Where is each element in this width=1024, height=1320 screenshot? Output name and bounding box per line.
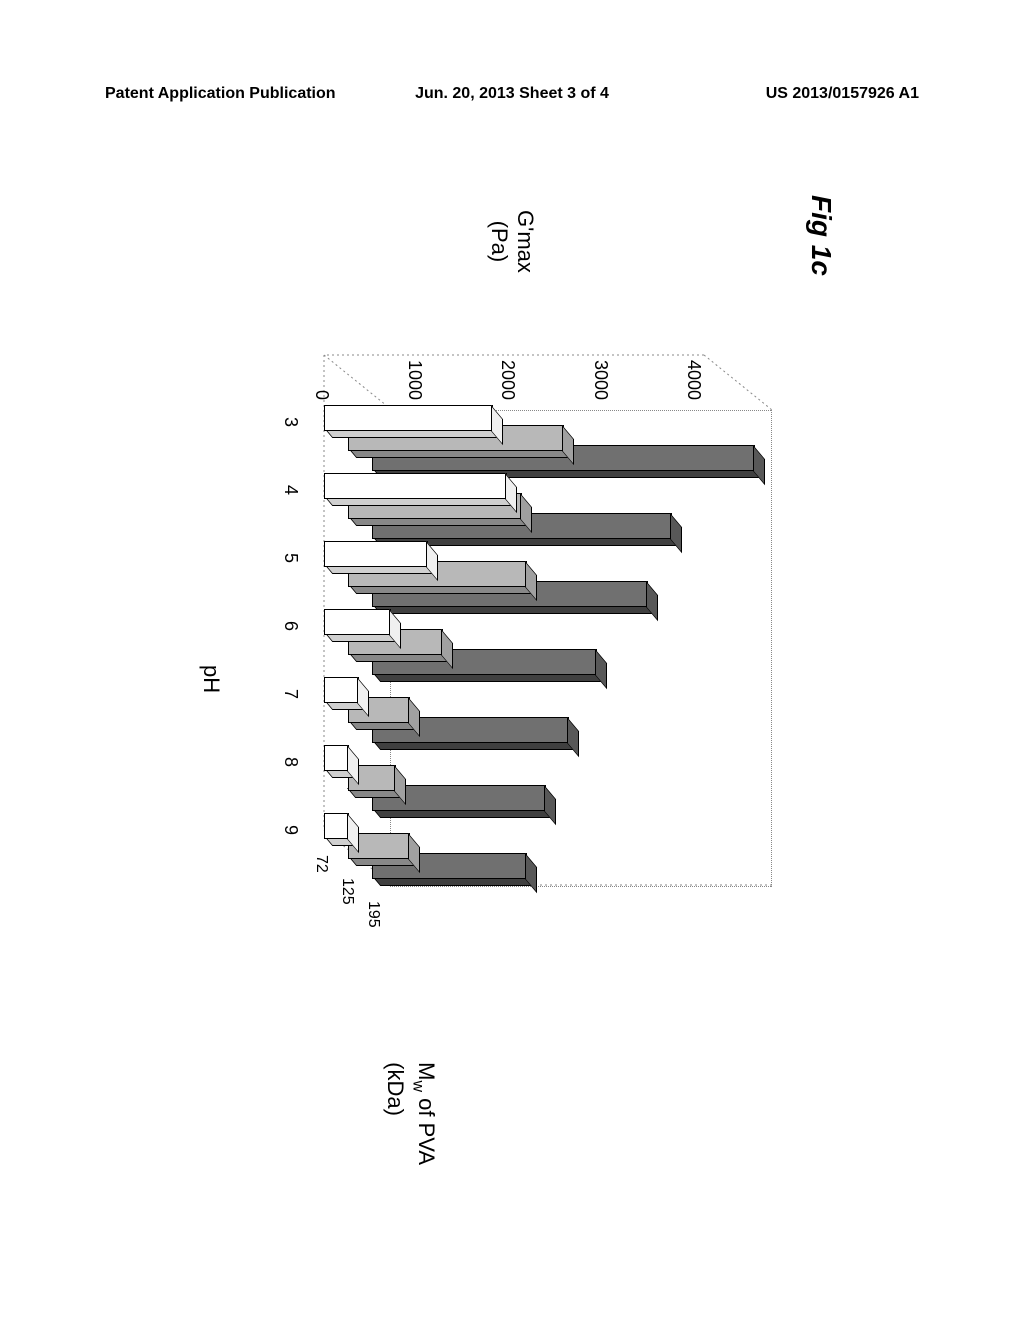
header-right: US 2013/0157926 A1 — [766, 85, 919, 103]
z-axis-label-line1: Mw of PVA — [414, 1062, 439, 1165]
bar — [324, 609, 389, 633]
bar-face — [324, 609, 391, 635]
bar-face — [324, 405, 493, 431]
bar-top — [753, 445, 765, 485]
bar-top — [646, 581, 658, 621]
bar — [324, 813, 347, 837]
bar-face — [324, 541, 428, 567]
bar-face — [324, 677, 359, 703]
bar — [324, 541, 426, 565]
x-axis-label: pH — [198, 665, 224, 693]
z-axis-label: Mw of PVA (kDa) — [382, 1062, 439, 1165]
bar-top — [670, 513, 682, 553]
bar-face — [324, 813, 349, 839]
chart-3d-bar: Fig 1c G'max (Pa) Mw of PVA (kDa) pH 0 — [202, 195, 822, 1125]
bar-top — [544, 785, 556, 825]
figure-label: Fig 1c — [805, 195, 837, 276]
bar-face — [324, 745, 349, 771]
header-center: Jun. 20, 2013 Sheet 3 of 4 — [415, 85, 609, 103]
bar-top — [567, 717, 579, 757]
y-axis-label-line2: (Pa) — [487, 221, 512, 263]
y-axis-label: G'max (Pa) — [486, 210, 538, 273]
header-left: Patent Application Publication — [105, 85, 336, 103]
bar — [324, 405, 491, 429]
y-axis-label-line1: G'max — [513, 210, 538, 273]
z-axis-label-line2: (kDa) — [383, 1062, 408, 1116]
chart-plot-area: 0 1000 2000 3000 4000 3 4 5 6 7 8 9 72 1… — [242, 345, 782, 1045]
bar-top — [525, 853, 537, 893]
bar-face — [324, 473, 507, 499]
bar — [324, 677, 357, 701]
bar — [324, 473, 505, 497]
bars-container — [242, 345, 782, 1045]
bar — [324, 745, 347, 769]
bar-top — [595, 649, 607, 689]
